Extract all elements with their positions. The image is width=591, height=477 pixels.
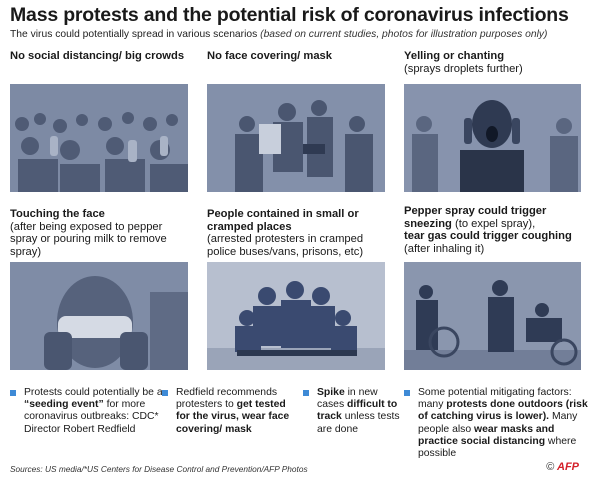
pepper-spray-photo (404, 262, 581, 370)
bullet-text: Some potential mitigating factors: many … (418, 387, 590, 460)
sources-note: Sources: US media/*US Centers for Diseas… (10, 464, 308, 474)
panel-caption: People contained in small or cramped pla… (207, 208, 388, 258)
panel-title: People contained in small or cramped pla… (207, 208, 359, 233)
bullet-text-part: unless tests are done (317, 411, 400, 435)
panel-cramped-places: People contained in small or cramped pla… (207, 208, 388, 258)
subtitle-note: (based on current studies, photos for il… (260, 29, 548, 40)
bullet-text: Spike in new cases difficult to track un… (317, 387, 401, 436)
panel6-bold-2: tear gas could trigger coughing (404, 230, 572, 243)
panel-title: Yelling or chanting (404, 50, 505, 62)
panel-caption: No social distancing/ big crowds (10, 50, 191, 63)
bullet-square-icon (303, 390, 309, 396)
panel-title: No social distancing/ big crowds (10, 50, 185, 62)
panel6-text-1: (to expel spray), (451, 217, 536, 230)
bullet-text: Redfield recommends protesters to get te… (176, 387, 300, 436)
crowd-photo (10, 84, 188, 192)
page-title: Mass protests and the potential risk of … (10, 4, 569, 26)
face-wash-photo (10, 262, 188, 370)
bullet-text: Protests could potentially be a “seeding… (24, 387, 185, 436)
yelling-photo (404, 84, 581, 192)
panel-caption: Pepper spray could trigger sneezing (to … (404, 205, 584, 255)
panel-caption: Yelling or chanting (sprays droplets furt… (404, 50, 585, 75)
panel6-text-2: (after inhaling it) (404, 242, 485, 255)
bullet-text-part: Many people also (418, 411, 578, 435)
bullet-square-icon (162, 390, 168, 396)
bullet-text-part: Redfield recommends protesters to (176, 387, 278, 411)
bullet-bold-part: get tested for the virus, wear face cove… (176, 399, 290, 435)
panel-caption: Touching the face (after being exposed to… (10, 208, 191, 258)
page-subtitle: The virus could potentially spread in va… (10, 29, 547, 40)
bullet-square-icon (10, 390, 16, 396)
bullet-text-part: Some potential mitigating factors: many (418, 387, 572, 411)
police-group-photo (207, 262, 385, 370)
bullet-bold-part: protests done outdoors (risk of catching… (418, 399, 588, 423)
panel-subtitle: (after being exposed to pepper spray or … (10, 220, 167, 258)
bullet-text-part: for more coronavirus outbreaks: CDC* Dir… (24, 399, 159, 435)
panel-caption: No face covering/ mask (207, 50, 388, 63)
afp-brand: AFP (557, 461, 579, 473)
copyright-symbol: © (546, 461, 555, 473)
bullet-bold-part: Spike (317, 387, 345, 398)
panel6-bold-1: Pepper spray could trigger sneezing (404, 205, 547, 230)
bullet-bold-part: wear masks and practice social distancin… (418, 423, 555, 447)
subtitle-text: The virus could potentially spread in va… (10, 29, 258, 40)
panel-subtitle: (sprays droplets further) (404, 62, 523, 75)
panel-pepper-spray: Pepper spray could trigger sneezing (to … (404, 205, 584, 255)
bullet-square-icon (404, 390, 410, 396)
bullet-bold-part: “seeding event” (24, 399, 104, 411)
panel-no-mask: No face covering/ mask (207, 50, 388, 63)
panel-touching-face: Touching the face (after being exposed to… (10, 208, 191, 258)
panel-title: Touching the face (10, 208, 105, 220)
bullet-text-part: in new cases (317, 387, 378, 411)
panel-crowds: No social distancing/ big crowds (10, 50, 191, 63)
panel-title: No face covering/ mask (207, 50, 332, 62)
arrest-photo (207, 84, 385, 192)
bullet-text-part: where possible (418, 435, 577, 460)
panel-yelling: Yelling or chanting (sprays droplets furt… (404, 50, 585, 75)
bullet-bold-part: difficult to track (317, 399, 398, 423)
afp-logo: © AFP (546, 461, 579, 473)
bullet-text-part: Protests could potentially be a (24, 387, 163, 398)
panel-subtitle: (arrested protesters in cramped police b… (207, 233, 364, 258)
